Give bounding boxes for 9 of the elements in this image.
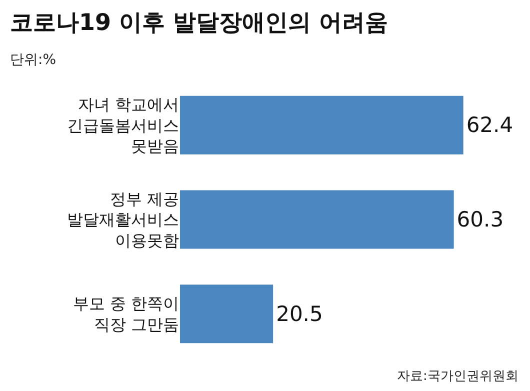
data-label: 60.3	[456, 208, 504, 232]
y-tick-label: 정부 제공 발달재활서비스 이용못함	[67, 189, 179, 250]
chart-title: 코로나19 이후 발달장애인의 어려움	[10, 10, 388, 36]
y-tick-label: 부모 중 한쪽이 직장 그만둠	[72, 294, 179, 334]
data-label: 62.4	[466, 113, 514, 138]
data-label: 20.5	[276, 302, 323, 326]
text: 자료:국가인권위원회	[397, 369, 518, 384]
y-tick-label: 자녀 학교에서 긴급돌봄서비스 못받음	[67, 94, 179, 156]
text: 단위:%	[10, 52, 56, 68]
